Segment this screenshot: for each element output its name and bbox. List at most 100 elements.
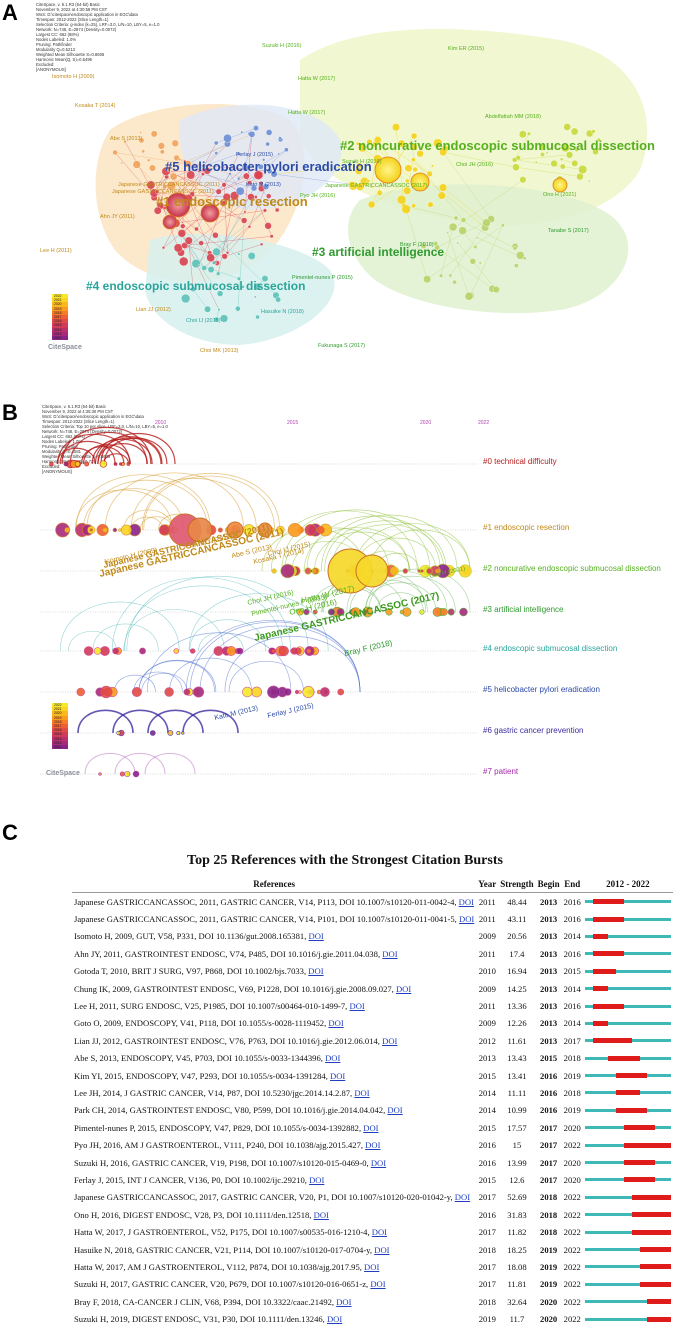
end-cell: 2022 (562, 1189, 583, 1206)
reference-text: Gotoda T, 2010, BRIT J SURG, V97, P868, … (74, 966, 306, 976)
network-node (551, 160, 558, 167)
doi-link[interactable]: DOI (372, 1227, 387, 1237)
year-cell: 2011 (476, 910, 498, 927)
network-node (142, 150, 145, 153)
reference-text: Isomoto H, 2009, GUT, V58, P331, DOI 10.… (74, 931, 306, 941)
doi-link[interactable]: DOI (328, 1018, 343, 1028)
end-cell: 2016 (562, 910, 583, 927)
strength-cell: 32.64 (498, 1293, 535, 1310)
timeline-node (226, 646, 235, 655)
timeline-node (272, 649, 275, 652)
network-node (519, 131, 526, 138)
timeline-node (459, 608, 467, 616)
timeline-node (65, 527, 70, 532)
end-cell: 2022 (562, 1310, 583, 1327)
reference-cell: Japanese GASTRICCANCASSOC, 2011, GASTRIC… (72, 893, 476, 911)
strength-cell: 16.94 (498, 963, 535, 980)
timeline-node (299, 691, 302, 694)
doi-link[interactable]: DOI (374, 1245, 389, 1255)
reference-cell: Japanese GASTRICCANCASSOC, 2011, GASTRIC… (72, 910, 476, 927)
timeline-cluster-5: #5 helicobacter pylori eradication (483, 685, 600, 694)
doi-link[interactable]: DOI (382, 1036, 397, 1046)
doi-link[interactable]: DOI (459, 914, 474, 924)
network-node (220, 315, 228, 323)
end-cell: 2022 (562, 1206, 583, 1223)
network-node (241, 218, 247, 224)
network-node (446, 231, 448, 233)
timeline-node (113, 648, 119, 654)
author-label: Suzuki H (2016) (342, 159, 382, 165)
doi-link[interactable]: DOI (387, 1105, 402, 1115)
burst-bar-cell (583, 1293, 673, 1310)
doi-link[interactable]: DOI (459, 897, 474, 907)
doi-link[interactable]: DOI (354, 1088, 369, 1098)
burst-segment (632, 1230, 671, 1235)
doi-link[interactable]: DOI (325, 1053, 340, 1063)
author-label: Abdelfattah MM (2018) (485, 114, 541, 120)
reference-cell: Gotoda T, 2010, BRIT J SURG, V97, P868, … (72, 963, 476, 980)
doi-link[interactable]: DOI (308, 966, 323, 976)
doi-link[interactable]: DOI (364, 1262, 379, 1272)
reference-cell: Pimentel-nunes P, 2015, ENDOSCOPY, V47, … (72, 1119, 476, 1136)
doi-link[interactable]: DOI (396, 984, 411, 994)
strength-cell: 20.56 (498, 928, 535, 945)
begin-cell: 2019 (536, 1258, 562, 1275)
doi-link[interactable]: DOI (336, 1297, 351, 1307)
network-node (571, 160, 577, 166)
timeline-node (317, 526, 325, 534)
author-label: Choi IJ (2015) (186, 318, 221, 324)
reference-cell: Hatta W, 2017, J GASTROENTEROL, V52, P17… (72, 1223, 476, 1240)
doi-link[interactable]: DOI (382, 949, 397, 959)
network-node (431, 165, 434, 168)
doi-link[interactable]: DOI (371, 1158, 386, 1168)
begin-cell: 2013 (536, 928, 562, 945)
network-node (540, 152, 544, 156)
hub-node (163, 215, 177, 229)
timeline-arc (115, 753, 165, 774)
burst-bar-cell (583, 1276, 673, 1293)
reference-cell: Park CH, 2014, GASTROINTEST ENDOSC, V80,… (72, 1102, 476, 1119)
network-node (121, 162, 123, 164)
end-cell: 2018 (562, 1084, 583, 1101)
doi-link[interactable]: DOI (365, 1140, 380, 1150)
timeline-node (448, 609, 454, 615)
burst-timeline-bar (585, 1213, 671, 1216)
network-node (158, 143, 165, 150)
doi-link[interactable]: DOI (370, 1279, 385, 1289)
end-cell: 2022 (562, 1136, 583, 1153)
col-begin: Begin (536, 876, 562, 893)
network-node (423, 275, 431, 283)
timeline-node (113, 528, 117, 532)
doi-link[interactable]: DOI (314, 1210, 329, 1220)
end-cell: 2022 (562, 1276, 583, 1293)
burst-bar-cell (583, 893, 673, 911)
timeline-node (120, 772, 124, 776)
doi-link[interactable]: DOI (455, 1192, 470, 1202)
timeline-node (99, 773, 102, 776)
doi-link[interactable]: DOI (309, 931, 324, 941)
reference-text: Hatta W, 2017, AM J GASTROENTEROL, V112,… (74, 1262, 362, 1272)
doi-link[interactable]: DOI (330, 1071, 345, 1081)
network-node (207, 254, 215, 262)
table-row: Lee H, 2011, SURG ENDOSC, V25, P1985, DO… (72, 997, 673, 1014)
burst-timeline-bar (585, 1178, 671, 1181)
burst-segment (616, 1090, 639, 1095)
table-row: Ono H, 2016, DIGEST ENDOSC, V28, P3, DOI… (72, 1206, 673, 1223)
end-cell: 2018 (562, 1050, 583, 1067)
doi-link[interactable]: DOI (363, 1123, 378, 1133)
burst-timeline-bar (585, 970, 671, 973)
burst-segment (616, 1108, 647, 1113)
timeline-node (100, 686, 112, 698)
burst-segment (593, 951, 624, 956)
reference-text: Hasuike N, 2018, GASTRIC CANCER, V21, P1… (74, 1245, 372, 1255)
timeline-cluster-6: #6 gastric cancer prevention (483, 726, 584, 735)
timeline-node (50, 462, 54, 466)
doi-link[interactable]: DOI (327, 1314, 342, 1324)
network-node (501, 224, 504, 227)
reference-cell: Bray F, 2018, CA-CANCER J CLIN, V68, P39… (72, 1293, 476, 1310)
doi-link[interactable]: DOI (309, 1175, 324, 1185)
doi-link[interactable]: DOI (349, 1001, 364, 1011)
network-node (275, 297, 280, 302)
burst-bar-cell (583, 963, 673, 980)
table-row: Hasuike N, 2018, GASTRIC CANCER, V21, P1… (72, 1241, 673, 1258)
